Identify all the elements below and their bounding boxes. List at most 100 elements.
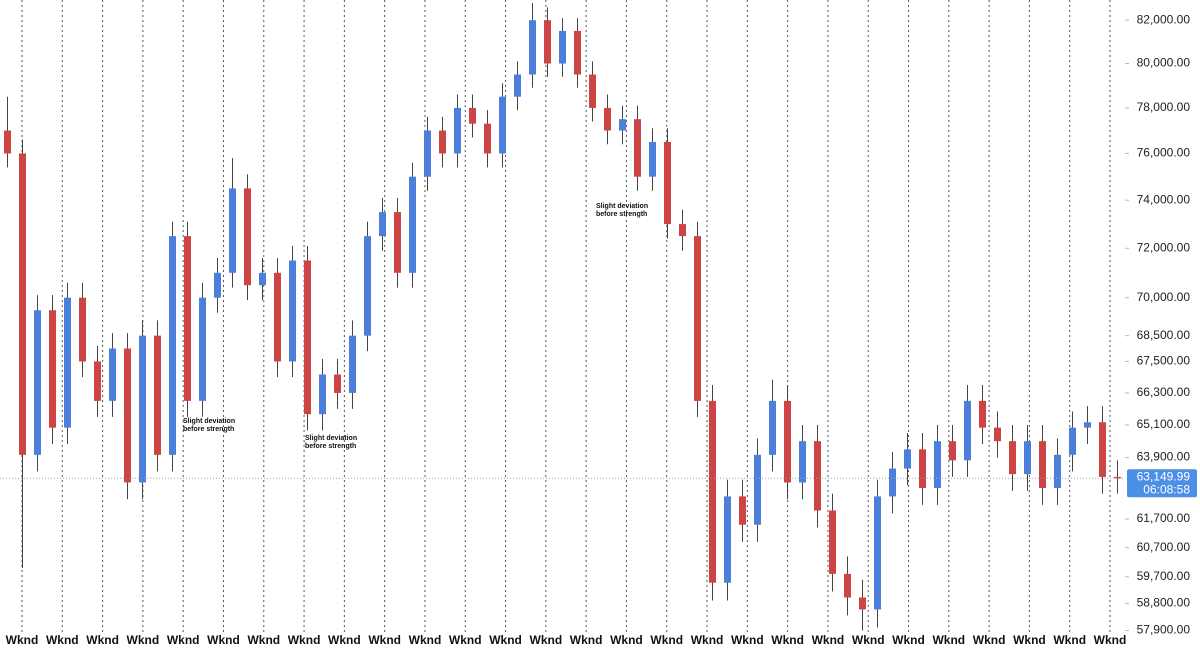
- candle-body: [184, 236, 191, 401]
- x-tick-label: Wknd: [288, 633, 321, 647]
- x-tick-label: Wknd: [409, 633, 442, 647]
- x-tick-label: Wknd: [1013, 633, 1046, 647]
- candle-body: [739, 496, 746, 525]
- candle-body: [274, 272, 281, 362]
- candle-body: [889, 468, 896, 497]
- candle-body: [514, 74, 521, 97]
- x-tick-label: Wknd: [207, 633, 240, 647]
- candle-body: [4, 130, 11, 154]
- candle-body: [1099, 422, 1106, 477]
- candle-body: [409, 176, 416, 273]
- y-tick-label: 72,000.00: [1137, 240, 1191, 254]
- candle-body: [529, 20, 536, 75]
- candle-body: [859, 597, 866, 610]
- x-tick-label: Wknd: [86, 633, 119, 647]
- candle-body: [1114, 476, 1121, 479]
- y-tick-label: 59,700.00: [1137, 569, 1191, 583]
- y-tick-label: 68,500.00: [1137, 328, 1191, 342]
- candle-body: [814, 441, 821, 511]
- candle-body: [169, 236, 176, 455]
- candle-body: [559, 30, 566, 64]
- candle-body: [799, 441, 806, 483]
- y-tick-label: 67,500.00: [1137, 354, 1191, 368]
- candle-body: [784, 400, 791, 483]
- x-tick-label: Wknd: [812, 633, 845, 647]
- annotation: Slight deviation: [596, 203, 648, 210]
- candle-body: [724, 496, 731, 583]
- candle-body: [334, 374, 341, 393]
- candle-body: [259, 272, 266, 286]
- x-tick-label: Wknd: [892, 633, 925, 647]
- candle-body: [619, 119, 626, 131]
- candle-body: [394, 212, 401, 273]
- candle-body: [874, 496, 881, 610]
- y-tick-label: 76,000.00: [1137, 146, 1191, 160]
- x-tick-label: Wknd: [771, 633, 804, 647]
- x-tick-label: Wknd: [46, 633, 79, 647]
- candle-body: [604, 107, 611, 131]
- y-tick-label: 57,900.00: [1137, 623, 1191, 637]
- x-tick-label: Wknd: [530, 633, 563, 647]
- candle-body: [439, 130, 446, 154]
- x-tick-label: Wknd: [852, 633, 885, 647]
- candle-body: [769, 400, 776, 455]
- x-tick-label: Wknd: [691, 633, 724, 647]
- x-tick-label: Wknd: [368, 633, 401, 647]
- candle-body: [49, 310, 56, 428]
- candle-body: [994, 427, 1001, 442]
- annotation: before strength: [596, 211, 647, 218]
- candle-body: [754, 454, 761, 525]
- x-tick-label: Wknd: [127, 633, 160, 647]
- candle-body: [499, 96, 506, 154]
- x-tick-label: Wknd: [610, 633, 643, 647]
- annotation: Slight deviation: [305, 435, 357, 442]
- annotation: Slight deviation: [183, 418, 235, 425]
- x-tick-label: Wknd: [328, 633, 361, 647]
- y-tick-label: 58,800.00: [1137, 596, 1191, 610]
- y-tick-label: 82,000.00: [1137, 12, 1191, 26]
- candle-body: [979, 400, 986, 428]
- candle-body: [469, 107, 476, 124]
- candle-body: [1039, 441, 1046, 489]
- candle-body: [829, 510, 836, 574]
- candle-body: [844, 573, 851, 598]
- y-tick-label: 63,900.00: [1137, 450, 1191, 464]
- candle-body: [229, 188, 236, 273]
- y-tick-label: 74,000.00: [1137, 192, 1191, 206]
- candle-body: [79, 297, 86, 362]
- candle-body: [919, 449, 926, 489]
- candle-body: [904, 449, 911, 469]
- candle-body: [634, 119, 641, 177]
- x-tick-label: Wknd: [6, 633, 39, 647]
- x-tick-label: Wknd: [489, 633, 522, 647]
- candle-body: [1024, 441, 1031, 475]
- annotation: before strength: [305, 443, 356, 450]
- x-tick-label: Wknd: [932, 633, 965, 647]
- candle-body: [964, 400, 971, 461]
- candle-body: [574, 30, 581, 75]
- candle-body: [244, 188, 251, 286]
- x-tick-label: Wknd: [973, 633, 1006, 647]
- x-tick-label: Wknd: [650, 633, 683, 647]
- y-tick-label: 78,000.00: [1137, 100, 1191, 114]
- last-price-label: 63,149.99: [1137, 469, 1191, 483]
- candle-body: [454, 107, 461, 154]
- x-tick-label: Wknd: [731, 633, 764, 647]
- candle-body: [94, 361, 101, 401]
- candle-body: [544, 20, 551, 64]
- candle-body: [949, 441, 956, 461]
- y-tick-label: 70,000.00: [1137, 290, 1191, 304]
- y-tick-label: 65,100.00: [1137, 417, 1191, 431]
- candle-body: [289, 260, 296, 362]
- annotation: before strength: [183, 426, 234, 433]
- candle-body: [1054, 454, 1061, 489]
- candle-body: [124, 348, 131, 483]
- candle-body: [649, 141, 656, 177]
- candle-body: [1009, 441, 1016, 475]
- y-tick-label: 61,700.00: [1137, 511, 1191, 525]
- candle-body: [934, 441, 941, 489]
- x-tick-label: Wknd: [449, 633, 482, 647]
